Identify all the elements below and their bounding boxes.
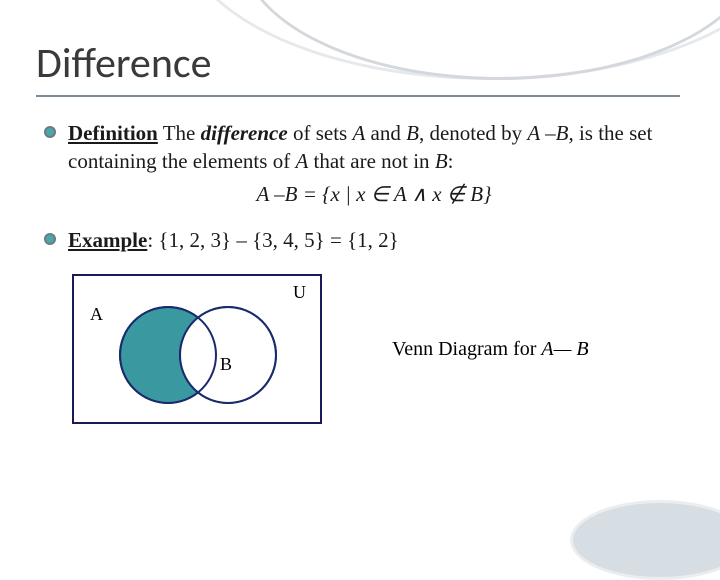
venn-svg — [108, 300, 288, 415]
slide-title: Difference — [36, 38, 680, 97]
set-b-label: B — [220, 354, 232, 375]
definition-bullet: Definition The difference of sets A and … — [36, 119, 680, 208]
bullet-icon — [44, 126, 56, 138]
example-text: Example: {1, 2, 3} – {3, 4, 5} = {1, 2} — [68, 226, 399, 254]
universe-label: U — [293, 282, 306, 303]
formula-text: A –B = {x | x ∈ A ∧ x ∉ B} — [68, 180, 680, 208]
venn-diagram: U A B — [72, 274, 322, 424]
definition-text: Definition The difference of sets A and … — [68, 119, 680, 208]
slide-content: Difference Definition The difference of … — [0, 0, 720, 444]
set-a-label: A — [90, 304, 103, 325]
example-bullet: Example: {1, 2, 3} – {3, 4, 5} = {1, 2} — [36, 226, 680, 254]
decorative-arc-bottom — [570, 500, 720, 580]
diagram-row: U A B Venn Diagram for A— B — [36, 274, 680, 424]
venn-caption: Venn Diagram for A— B — [392, 338, 589, 361]
bullet-icon — [44, 233, 56, 245]
